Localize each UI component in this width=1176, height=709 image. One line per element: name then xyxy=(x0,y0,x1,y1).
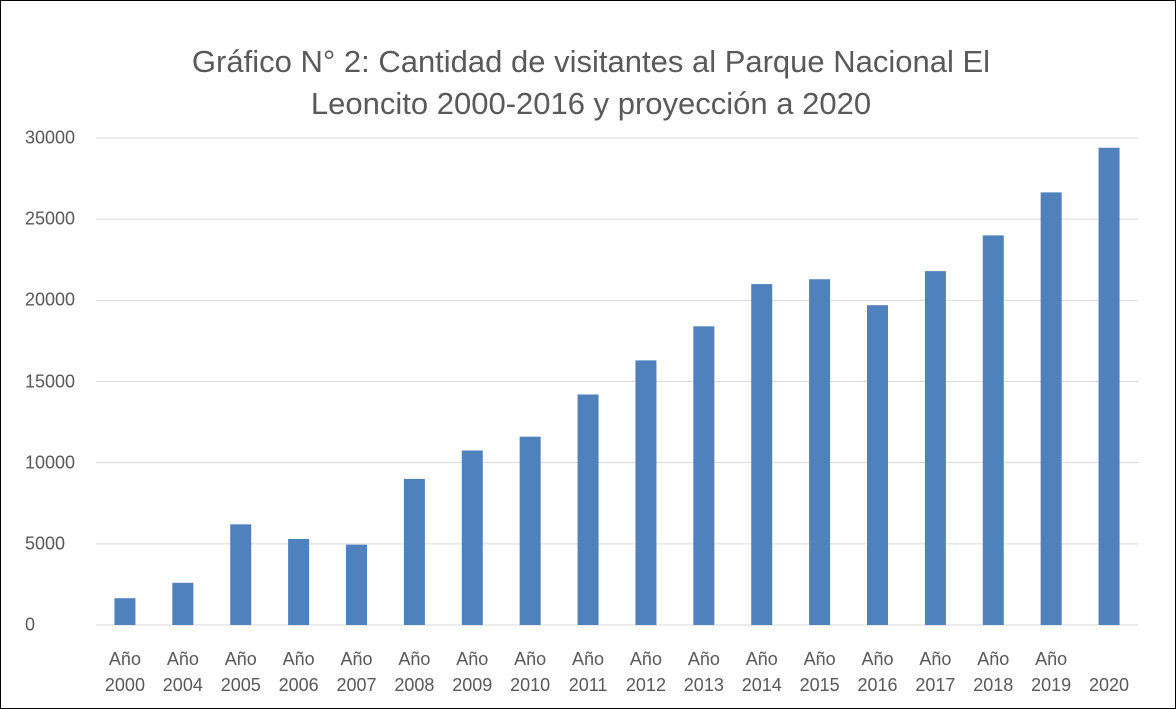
y-tick-label: 5000 xyxy=(25,533,66,554)
bar xyxy=(519,436,541,625)
x-tick-label: Año 2013 xyxy=(683,649,724,695)
bar xyxy=(635,360,657,625)
y-tick-label: 30000 xyxy=(25,127,76,148)
x-tick-label: Año 2000 xyxy=(104,649,145,695)
x-tick-label: Año 2007 xyxy=(336,649,377,695)
y-tick-label: 20000 xyxy=(25,289,76,310)
x-tick-label: Año 2015 xyxy=(799,649,840,695)
bar xyxy=(867,305,888,625)
x-tick-label: Año 2008 xyxy=(394,649,435,695)
x-tick-label: Año 2016 xyxy=(857,649,898,695)
y-tick-label: 25000 xyxy=(25,208,76,229)
bar xyxy=(809,279,831,625)
bar xyxy=(982,235,1004,625)
x-tick-label: Año 2011 xyxy=(568,649,608,695)
bar xyxy=(577,394,599,625)
y-tick-label: 0 xyxy=(25,614,36,635)
bar xyxy=(403,478,425,625)
bar xyxy=(924,271,946,625)
bar xyxy=(230,524,252,625)
x-tick-label: Año 2017 xyxy=(915,649,956,695)
x-tick-label: Año 2010 xyxy=(510,649,551,695)
x-tick-label: 2020 xyxy=(1089,675,1130,695)
bar xyxy=(114,598,136,625)
bar xyxy=(1098,147,1120,626)
bar xyxy=(461,450,483,625)
x-tick-label: Año 2004 xyxy=(162,649,203,695)
bar xyxy=(288,538,310,625)
x-tick-label: Año 2009 xyxy=(452,649,493,695)
bar xyxy=(1040,192,1062,626)
x-tick-label: Año 2006 xyxy=(278,649,319,695)
x-tick-label: Año 2005 xyxy=(220,649,261,695)
bar xyxy=(693,326,715,625)
x-tick-label: Año 2019 xyxy=(1031,649,1072,695)
x-tick-label: Año 2012 xyxy=(625,649,666,695)
bar xyxy=(172,582,194,625)
y-tick-label: 15000 xyxy=(25,371,76,391)
chart-title: Gráfico N° 2: Cantidad de visitantes al … xyxy=(191,44,991,121)
bar xyxy=(346,544,367,625)
y-tick-label: 10000 xyxy=(25,452,76,473)
x-tick-label: Año 2018 xyxy=(973,649,1014,695)
bar xyxy=(751,284,773,625)
x-tick-label: Año 2014 xyxy=(741,649,782,695)
